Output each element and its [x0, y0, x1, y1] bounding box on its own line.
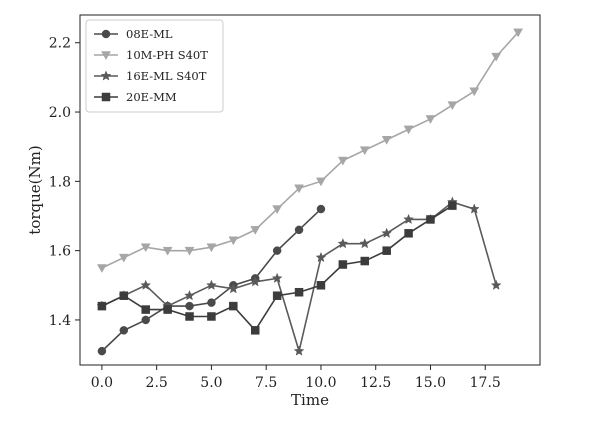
data-point — [360, 256, 370, 266]
data-point — [359, 238, 371, 249]
data-point — [185, 312, 194, 321]
data-point — [294, 225, 304, 235]
x-tick-label: 7.5 — [255, 375, 277, 391]
data-point — [382, 246, 391, 255]
legend-item: 10M-PH S40T — [94, 48, 208, 62]
series-layer — [96, 28, 524, 356]
legend-label: 08E-ML — [126, 27, 173, 41]
x-tick-label: 0.0 — [91, 375, 113, 391]
y-tick-label: 1.4 — [49, 313, 71, 329]
x-axis-label: Time — [291, 391, 329, 409]
y-tick-label: 2.2 — [49, 36, 71, 52]
legend-label: 16E-ML S40T — [126, 69, 207, 83]
data-point — [140, 279, 152, 290]
data-point — [338, 260, 348, 269]
legend-item: 20E-MM — [94, 90, 177, 104]
data-point — [162, 246, 173, 256]
data-point — [381, 136, 392, 145]
x-tick-label: 15.0 — [415, 375, 446, 391]
data-point — [185, 301, 194, 311]
y-tick-label: 2.0 — [49, 105, 71, 121]
data-point — [337, 238, 349, 249]
data-point — [272, 205, 283, 215]
data-point — [206, 243, 217, 253]
legend-marker — [100, 70, 112, 81]
data-point — [294, 184, 304, 194]
data-point — [272, 291, 282, 300]
data-point — [315, 251, 327, 263]
legend-box — [85, 19, 224, 113]
data-point — [271, 272, 283, 283]
series-line — [101, 31, 519, 269]
legend-marker — [101, 51, 111, 61]
data-point — [228, 236, 239, 246]
data-point — [229, 301, 238, 311]
data-point — [118, 253, 129, 263]
series-10m-ph-s40t — [96, 28, 524, 273]
data-point — [119, 326, 129, 335]
data-point — [316, 281, 326, 290]
data-point — [140, 243, 151, 253]
data-point — [425, 115, 436, 124]
x-tick-label: 10.0 — [305, 375, 336, 391]
data-point — [207, 298, 216, 307]
data-point — [469, 87, 480, 97]
series-20e-mm — [97, 201, 457, 335]
y-tick-label: 1.6 — [49, 244, 71, 260]
plot-frame — [79, 14, 541, 366]
data-point — [207, 312, 216, 321]
x-axis: 0.0 2.5 5.0 7.5 10.0 12.5 15.0 17.5 — [91, 365, 501, 391]
data-point — [491, 52, 502, 62]
legend-marker — [101, 92, 111, 102]
y-axis: 1.4 1.6 1.8 2.0 2.2 — [49, 36, 80, 329]
data-point — [359, 146, 370, 156]
data-point — [97, 346, 107, 356]
x-tick-label: 17.5 — [470, 375, 501, 391]
data-point — [293, 345, 305, 356]
data-point — [119, 291, 129, 300]
data-point — [513, 28, 524, 38]
data-point — [97, 301, 107, 311]
legend: 08E-ML 10M-PH S40T 16E-ML S40T 20E-MM — [85, 19, 224, 113]
x-tick-label: 5.0 — [200, 375, 222, 391]
data-point — [316, 177, 326, 187]
data-point — [184, 246, 195, 256]
legend-item: 08E-ML — [94, 27, 173, 41]
data-point — [294, 287, 304, 297]
legend-label: 20E-MM — [126, 90, 177, 104]
data-point — [227, 283, 239, 294]
data-point — [206, 279, 217, 290]
x-tick-label: 12.5 — [360, 375, 391, 391]
y-axis-label: torque(Nm) — [26, 145, 44, 234]
x-tick-label: 2.5 — [146, 375, 168, 391]
legend-item: 16E-ML S40T — [94, 69, 207, 83]
data-point — [381, 227, 393, 238]
data-point — [163, 305, 172, 314]
data-point — [141, 315, 150, 325]
data-point — [272, 246, 282, 255]
data-point — [316, 204, 326, 214]
data-point — [403, 125, 414, 135]
data-point — [404, 229, 413, 238]
data-point — [403, 213, 414, 225]
data-point — [337, 156, 348, 166]
data-point — [468, 203, 480, 214]
legend-label: 10M-PH S40T — [126, 48, 208, 62]
y-tick-label: 1.8 — [49, 174, 71, 190]
data-point — [250, 326, 260, 335]
data-point — [426, 215, 435, 224]
data-point — [96, 264, 107, 273]
legend-marker — [101, 29, 111, 39]
data-point — [490, 279, 502, 290]
data-point — [448, 201, 457, 210]
data-point — [249, 276, 261, 287]
data-point — [184, 290, 195, 301]
data-point — [250, 226, 261, 235]
data-point — [141, 305, 150, 314]
data-point — [447, 101, 458, 111]
